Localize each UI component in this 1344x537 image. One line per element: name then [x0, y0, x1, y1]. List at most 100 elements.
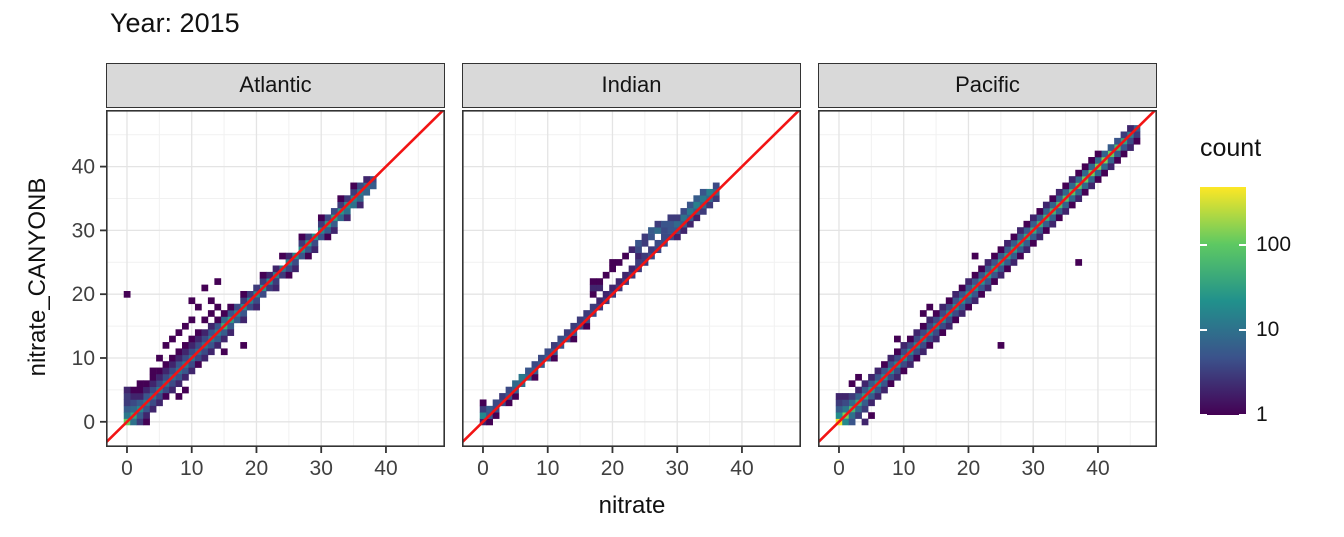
bin — [479, 405, 487, 413]
bin — [667, 227, 675, 234]
bin — [531, 361, 539, 368]
bin — [635, 239, 642, 247]
bin — [1094, 157, 1102, 164]
bin — [1004, 259, 1011, 266]
bin — [1127, 125, 1134, 132]
bin — [1017, 227, 1024, 234]
plot-title: Year: 2015 — [110, 8, 240, 38]
bin — [570, 335, 578, 343]
bin — [130, 393, 137, 400]
bin — [1062, 201, 1070, 209]
bin — [266, 284, 273, 292]
bin — [175, 393, 183, 400]
bin — [926, 335, 934, 343]
bin — [350, 201, 358, 209]
bin — [978, 291, 985, 298]
bin — [201, 316, 209, 324]
bin — [220, 310, 228, 317]
bin — [932, 335, 940, 343]
bin — [240, 297, 248, 305]
bin — [596, 284, 604, 292]
bin — [887, 373, 895, 381]
bin — [227, 322, 235, 330]
bin — [220, 348, 228, 356]
bin — [136, 399, 144, 407]
legend-title: count — [1200, 134, 1262, 162]
bin — [1036, 233, 1044, 241]
bin — [220, 335, 228, 343]
bin — [1062, 188, 1070, 196]
bin — [965, 303, 973, 311]
bin — [868, 393, 875, 400]
bin — [965, 284, 973, 292]
bin — [175, 373, 183, 381]
bin — [648, 246, 655, 254]
bin — [667, 214, 675, 222]
bin — [576, 316, 584, 324]
bin — [214, 278, 222, 285]
bin — [550, 354, 558, 362]
bin — [848, 412, 856, 419]
bin — [279, 252, 286, 260]
bin — [1075, 259, 1083, 266]
bin — [894, 367, 901, 375]
bin — [1107, 163, 1115, 171]
bin — [201, 348, 209, 356]
bin — [525, 367, 532, 375]
bin — [919, 348, 927, 356]
bin — [1029, 239, 1037, 247]
bin — [1107, 144, 1115, 151]
bin — [169, 380, 176, 388]
bin — [583, 322, 591, 330]
x-tick-label: 40 — [1086, 457, 1109, 480]
bin — [1101, 150, 1108, 158]
bin — [1094, 176, 1102, 183]
bin — [1029, 220, 1037, 228]
bin — [479, 399, 487, 407]
bin — [156, 380, 163, 388]
bin — [1114, 157, 1121, 164]
bin — [991, 259, 998, 266]
bin — [1127, 144, 1134, 151]
bin — [330, 220, 338, 228]
bin — [337, 195, 345, 202]
bin — [259, 291, 267, 298]
bin — [693, 195, 701, 202]
panel-content: 0 10 20 30 40 — [462, 110, 801, 480]
bin — [991, 278, 998, 285]
bin — [900, 361, 908, 368]
bin — [602, 291, 610, 298]
bin — [1075, 188, 1083, 196]
bin — [130, 418, 137, 426]
bin — [175, 361, 183, 368]
bin — [311, 239, 319, 247]
bin — [868, 412, 875, 419]
bin — [868, 373, 875, 381]
legend-tick-mark — [1200, 414, 1207, 416]
bin — [220, 316, 228, 324]
facet-strip-pacific: Pacific — [818, 63, 1157, 108]
bin — [887, 361, 895, 368]
bin — [259, 278, 267, 285]
bin — [1042, 220, 1050, 228]
bin — [583, 310, 591, 317]
bin — [894, 335, 901, 343]
bin — [997, 342, 1005, 349]
bin — [894, 348, 901, 356]
bin — [971, 271, 979, 279]
bin — [169, 367, 176, 375]
bin — [311, 246, 319, 254]
bin — [214, 322, 222, 330]
bin — [298, 233, 306, 241]
bin — [1042, 201, 1050, 209]
bin — [958, 303, 966, 311]
identity-line — [462, 110, 801, 444]
bin — [356, 195, 364, 202]
bin — [991, 271, 998, 279]
bin — [1068, 195, 1076, 202]
bin — [881, 367, 888, 375]
bin — [227, 310, 235, 317]
bin — [919, 329, 927, 336]
bin — [699, 195, 707, 202]
bin — [330, 208, 338, 215]
